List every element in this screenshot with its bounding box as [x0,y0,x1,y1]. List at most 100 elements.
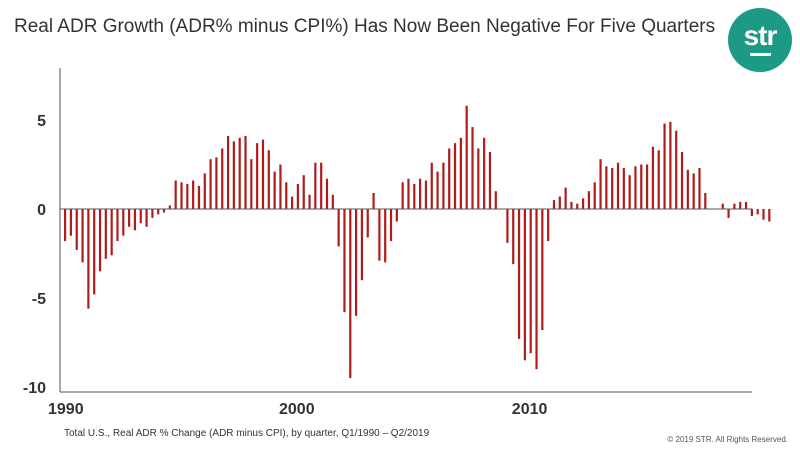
bar [203,173,206,209]
bar [151,209,154,218]
bar [756,209,759,215]
bar [657,150,660,209]
bar [337,209,340,247]
bar [128,209,131,227]
chart-title: Real ADR Growth (ADR% minus CPI%) Has No… [14,16,716,37]
bar [168,205,171,209]
bar [465,105,468,209]
bar [81,209,84,263]
bar [331,194,334,209]
bar [244,136,247,209]
bar [162,209,166,213]
bar [419,178,422,209]
bar [448,148,451,209]
y-tick-label: -5 [32,291,46,308]
bar [471,127,474,209]
bar [768,209,771,222]
bar [424,180,428,209]
bar [593,182,596,209]
bar [290,196,294,209]
bar [704,192,707,209]
bar [663,123,666,209]
bar [215,157,218,209]
bar [611,168,614,209]
bar [680,152,684,209]
bar [186,184,189,209]
bar [599,159,602,209]
bar [93,209,96,295]
bar [535,209,538,370]
bar [261,139,265,209]
logo-text: str [743,20,778,51]
footnote: Total U.S., Real ADR % Change (ADR minus… [64,428,430,439]
y-tick-label: 0 [37,202,46,219]
bar [296,184,299,209]
bar [279,164,282,209]
bar [384,209,387,263]
bar [547,209,550,242]
bar [104,209,107,259]
bar [273,171,276,209]
bar [570,201,573,209]
bar [157,209,160,215]
bar [669,121,672,209]
bar [459,137,462,209]
bar [232,141,235,209]
x-tick-labels: 1990 2000 2010 [48,401,547,418]
bar [692,173,695,209]
bar [552,200,556,209]
bar [139,209,142,224]
bar [762,209,765,220]
bar [302,175,305,209]
bar [436,171,439,209]
bar [250,159,253,209]
bar [395,209,398,222]
bar [744,201,748,209]
bar [221,148,224,209]
bar [750,209,753,217]
bar [616,162,620,209]
bar [477,148,480,209]
bar [587,191,590,209]
bar [325,178,329,209]
bar [442,162,445,209]
bar [122,209,125,236]
bar [75,209,78,250]
bar [389,209,393,242]
bar [483,137,486,209]
bar [488,152,492,209]
bar [110,209,113,256]
x-tick-label: 2000 [279,401,315,418]
bar [686,169,689,209]
bar [360,209,364,281]
bar [192,180,195,209]
bar [98,209,102,272]
bar [506,209,509,243]
bar [494,191,497,209]
bar [69,209,73,236]
bar [564,187,567,209]
bar [197,185,201,209]
bar [349,209,352,379]
x-tick-label: 2010 [512,401,548,418]
bar-chart: 5 0 -5 -10 1990 2000 2010 [23,68,771,418]
bar [733,203,736,209]
bar [430,162,433,209]
bar [133,209,137,231]
bar [541,209,544,331]
bar [174,180,177,209]
bars-group [64,105,771,379]
bar [512,209,515,265]
bar [727,209,730,218]
bar [378,209,381,261]
bar [180,182,183,209]
bar [646,164,649,209]
bar [634,166,637,209]
bar [87,209,90,309]
bar [267,150,270,209]
bar [517,209,521,339]
bar [407,178,410,209]
bar [116,209,119,242]
bar [285,182,288,209]
bar [523,209,526,361]
